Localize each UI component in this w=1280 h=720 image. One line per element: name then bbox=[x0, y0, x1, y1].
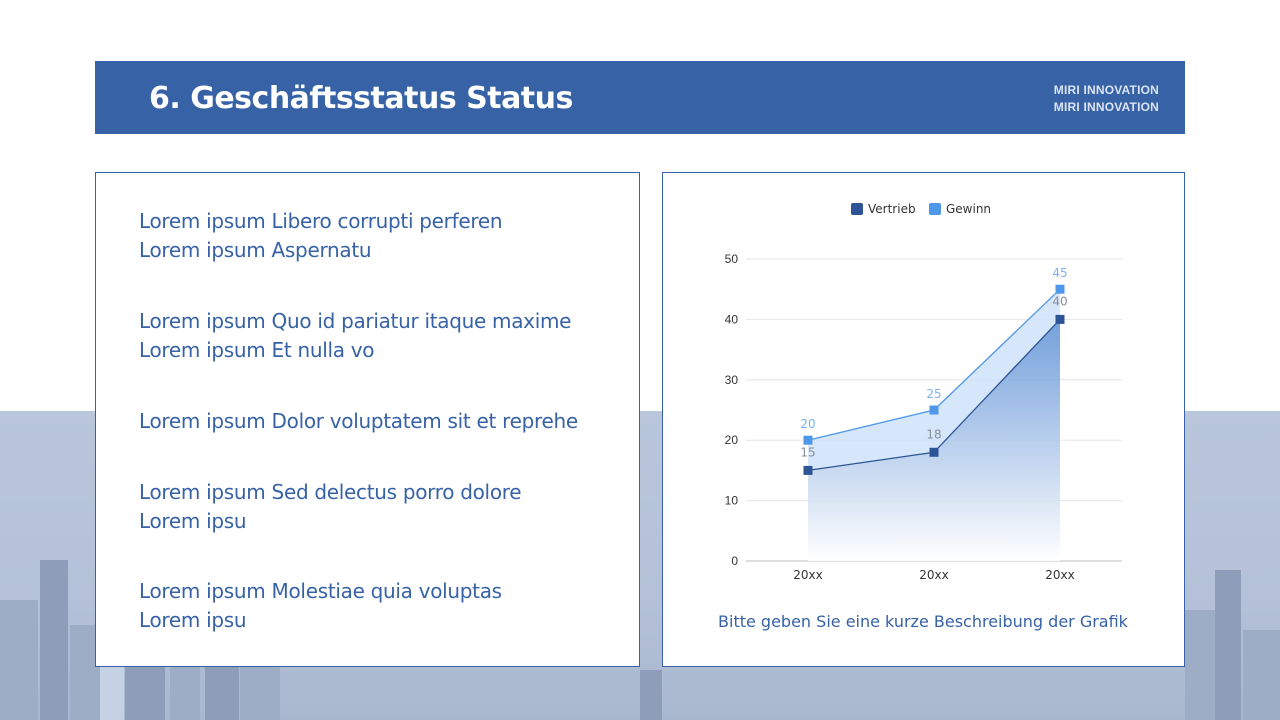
x-tick-label: 20xx bbox=[793, 568, 822, 582]
y-tick-label: 10 bbox=[725, 494, 739, 508]
data-label-gewinn: 20 bbox=[800, 417, 815, 431]
data-label-vertrieb: 15 bbox=[800, 445, 815, 459]
page-title: 6. Geschäftsstatus Status bbox=[149, 81, 573, 116]
text-panel: Lorem ipsum Libero corrupti perferen Lor… bbox=[95, 172, 640, 667]
legend-label-vertrieb: Vertrieb bbox=[868, 202, 916, 216]
x-tick-label: 20xx bbox=[1045, 568, 1074, 582]
bullet-item-3: Lorem ipsum Dolor voluptatem sit et repr… bbox=[139, 407, 578, 436]
vertrieb-area bbox=[808, 319, 1060, 561]
legend-swatch-gewinn bbox=[929, 203, 941, 215]
area-chart: 0 10 20 30 40 50 15 18 40 20 25 45 20xx 20xx 20xx Vertr… bbox=[725, 202, 1122, 582]
point-gewinn bbox=[803, 435, 813, 445]
data-label-vertrieb: 40 bbox=[1052, 294, 1067, 308]
data-label-gewinn: 45 bbox=[1052, 266, 1067, 280]
x-tick-label: 20xx bbox=[919, 568, 948, 582]
bullet-item-2: Lorem ipsum Quo id pariatur itaque maxim… bbox=[139, 307, 571, 365]
data-label-gewinn: 25 bbox=[926, 387, 941, 401]
bullet-line: Lorem ipsum Molestiae quia voluptas bbox=[139, 579, 502, 603]
data-label-vertrieb: 18 bbox=[926, 427, 941, 441]
brand-line-2: MIRI INNOVATION bbox=[1053, 100, 1159, 114]
chart-panel: 0 10 20 30 40 50 15 18 40 20 25 45 20xx 20xx 20xx Vertr… bbox=[662, 172, 1185, 667]
title-bar: 6. Geschäftsstatus Status MIRI INNOVATIO… bbox=[95, 61, 1185, 134]
y-tick-label: 40 bbox=[725, 312, 739, 326]
y-tick-label: 0 bbox=[731, 554, 738, 568]
brand-line-1: MIRI INNOVATION bbox=[1053, 83, 1159, 97]
point-gewinn bbox=[1055, 284, 1065, 294]
y-tick-label: 30 bbox=[725, 373, 739, 387]
y-tick-label: 50 bbox=[725, 252, 739, 266]
point-gewinn bbox=[929, 405, 939, 415]
bullet-line: Lorem ipsum Dolor voluptatem sit et repr… bbox=[139, 409, 578, 433]
legend-swatch-vertrieb bbox=[851, 203, 863, 215]
chart-caption: Bitte geben Sie eine kurze Beschreibung … bbox=[718, 612, 1128, 631]
legend-label-gewinn: Gewinn bbox=[946, 202, 991, 216]
bullet-line: Lorem ipsum Aspernatu bbox=[139, 238, 372, 262]
bullet-item-4: Lorem ipsum Sed delectus porro dolore Lo… bbox=[139, 478, 522, 536]
bullet-line: Lorem ipsum Sed delectus porro dolore bbox=[139, 480, 522, 504]
point-vertrieb bbox=[803, 465, 813, 475]
brand-block: MIRI INNOVATION MIRI INNOVATION bbox=[1054, 82, 1159, 116]
bullet-line: Lorem ipsum Et nulla vo bbox=[139, 338, 375, 362]
bullet-line: Lorem ipsu bbox=[139, 608, 247, 632]
bullet-item-1: Lorem ipsum Libero corrupti perferen Lor… bbox=[139, 207, 503, 265]
bullet-item-5: Lorem ipsum Molestiae quia voluptas Lore… bbox=[139, 577, 502, 635]
point-vertrieb bbox=[1055, 314, 1065, 324]
y-tick-label: 20 bbox=[725, 433, 739, 447]
bullet-line: Lorem ipsum Libero corrupti perferen bbox=[139, 209, 503, 233]
point-vertrieb bbox=[929, 447, 939, 457]
bullet-line: Lorem ipsum Quo id pariatur itaque maxim… bbox=[139, 309, 572, 333]
bullet-line: Lorem ipsu bbox=[139, 509, 247, 533]
